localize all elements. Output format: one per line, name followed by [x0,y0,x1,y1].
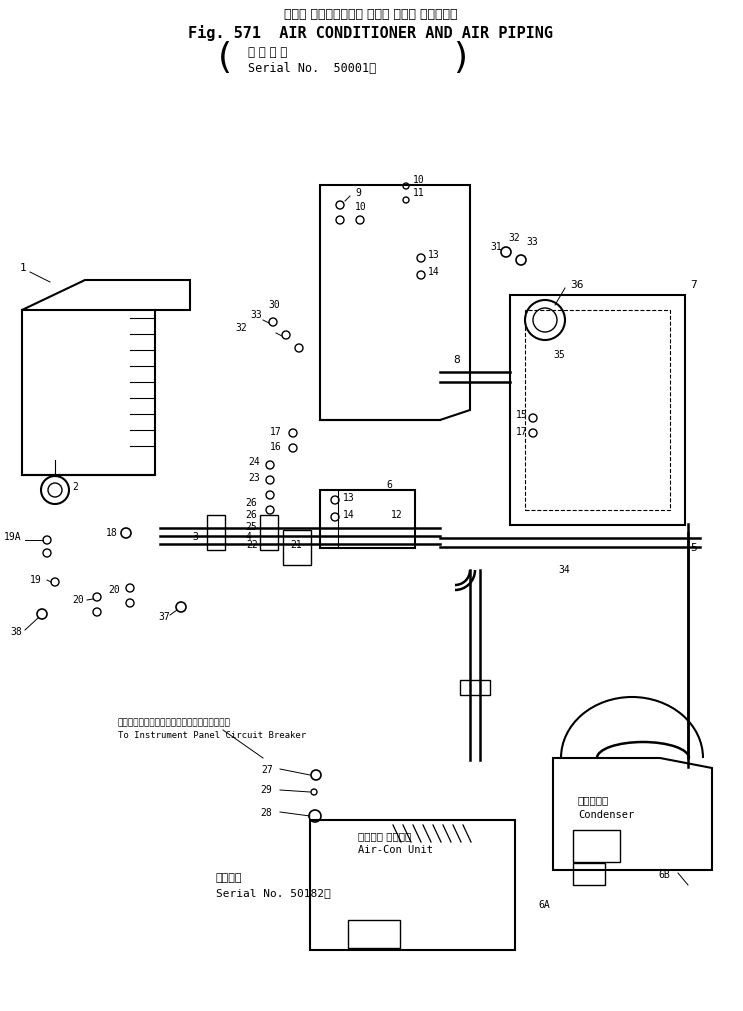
Text: 10: 10 [355,202,367,212]
Text: 29: 29 [260,785,272,795]
Bar [283,530,311,565]
Text: 1: 1 [20,263,27,273]
Text: To Instrument Panel Circuit Breaker: To Instrument Panel Circuit Breaker [118,731,306,739]
Text: Fig. 571  AIR CONDITIONER AND AIR PIPING: Fig. 571 AIR CONDITIONER AND AIR PIPING [189,25,554,41]
Text: 37: 37 [158,612,169,622]
Text: 34: 34 [558,565,570,575]
Text: 8: 8 [453,355,460,365]
Text: 33: 33 [526,237,538,247]
Text: 5: 5 [690,543,697,553]
Text: 適 用 号 機: 適 用 号 機 [248,45,288,59]
Text: 11: 11 [413,188,425,198]
Text: 27: 27 [261,765,273,775]
Text: 20: 20 [108,585,120,595]
Text: 38: 38 [10,627,22,637]
Text: 28: 28 [260,808,272,818]
Text: Serial No. 50182～: Serial No. 50182～ [216,888,331,898]
Text: (: ( [218,41,232,75]
Text: 14: 14 [428,267,440,277]
Bar [310,820,515,950]
Text: エアコン ユニット: エアコン ユニット [358,831,411,841]
Text: 26: 26 [245,510,257,520]
Text: 15: 15 [516,410,528,420]
Text: 3: 3 [192,532,198,542]
Text: 32: 32 [235,323,247,333]
Text: 13: 13 [428,250,440,260]
Text: 21: 21 [290,540,302,550]
Text: 適用号機: 適用号機 [216,874,242,883]
Text: 6A: 6A [538,900,550,910]
Bar [260,515,278,550]
Text: 23: 23 [248,473,260,483]
Text: 24: 24 [248,457,260,467]
Bar [207,515,225,550]
Text: 20: 20 [72,595,84,605]
Text: 6B: 6B [658,870,669,880]
Text: Condenser: Condenser [578,810,635,820]
Text: Air-Con Unit: Air-Con Unit [358,845,433,855]
Text: 6: 6 [386,480,392,490]
Text: 31: 31 [490,242,502,252]
Bar [460,680,490,695]
Text: 22: 22 [246,540,258,550]
Text: 7: 7 [690,280,697,290]
Text: 36: 36 [570,280,583,290]
Text: 17: 17 [516,427,528,437]
Text: 10: 10 [413,175,425,185]
Text: 18: 18 [106,528,117,538]
Text: 17: 17 [270,427,282,437]
Text: 19A: 19A [4,532,22,542]
Text: 13: 13 [343,493,354,503]
Text: 2: 2 [72,482,78,492]
Text: ): ) [453,41,467,75]
Text: Serial No.  50001～: Serial No. 50001～ [248,62,376,75]
Text: 4: 4 [245,532,251,542]
Text: 33: 33 [250,310,262,320]
Bar [525,310,670,510]
Bar [510,295,685,525]
Text: 35: 35 [553,350,565,360]
Text: エアー コンディショナ および エアー パイピング: エアー コンディショナ および エアー パイピング [285,8,458,21]
Text: 30: 30 [268,300,280,310]
Bar [348,920,400,948]
Bar [573,830,620,862]
Text: インスツルメントパネルサーキットブレーカへ: インスツルメントパネルサーキットブレーカへ [118,719,231,728]
Text: 14: 14 [343,510,354,520]
Text: 25: 25 [245,522,257,532]
Bar [573,863,605,885]
Text: コンデンサ: コンデンサ [578,795,609,805]
Text: 9: 9 [355,188,361,198]
Text: 16: 16 [270,442,282,452]
Text: 26: 26 [245,498,257,508]
Text: 32: 32 [508,233,520,243]
Text: 12: 12 [391,510,403,520]
Text: 19: 19 [30,575,42,585]
Bar [320,490,415,548]
